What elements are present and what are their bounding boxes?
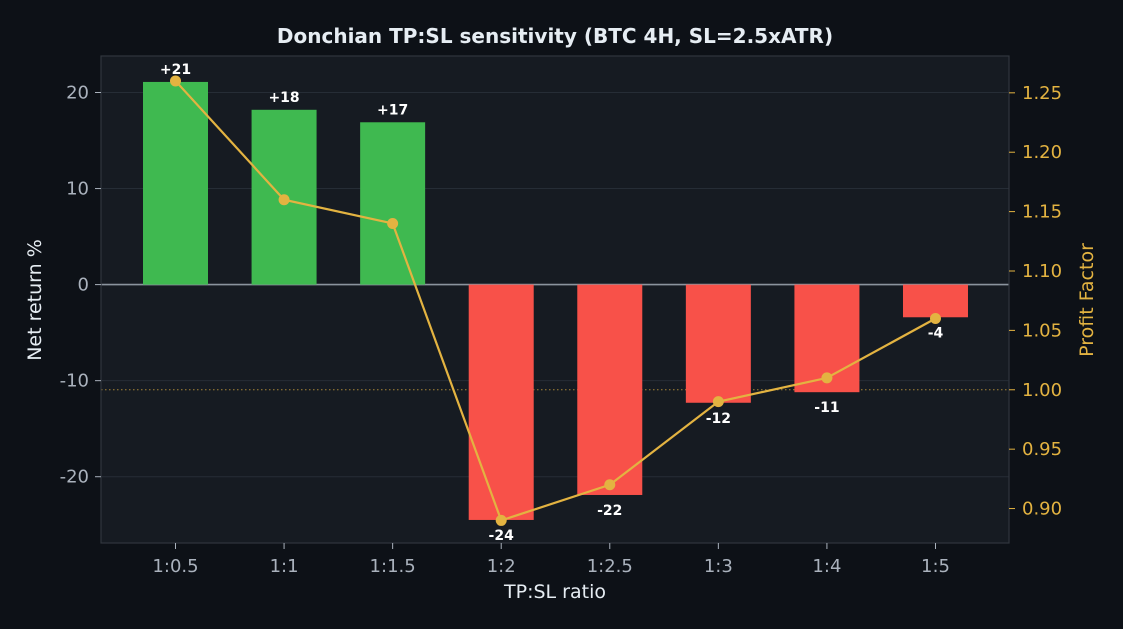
profit-factor-point-0	[170, 75, 181, 87]
left-tick-label-0: -20	[60, 467, 89, 488]
right-tick-label-2: 1.00	[1022, 380, 1062, 401]
bar-3	[468, 284, 534, 520]
bar-5	[685, 284, 751, 403]
x-tick-label-5: 1:3	[704, 556, 733, 577]
bar-label-3: -24	[489, 528, 515, 544]
right-tick-label-1: 0.95	[1022, 439, 1062, 460]
left-tick-label-3: 10	[66, 179, 89, 200]
right-tick-label-3: 1.05	[1022, 320, 1062, 341]
profit-factor-point-5	[712, 396, 724, 408]
bar-label-6: -11	[814, 400, 839, 416]
left-tick-label-4: 20	[66, 83, 89, 104]
bar-label-7: -4	[928, 325, 944, 341]
bar-label-4: -22	[597, 503, 622, 519]
y-axis-label: Net return %	[24, 239, 46, 361]
bar-2	[360, 122, 426, 285]
bar-4	[577, 284, 643, 495]
x-tick-label-3: 1:2	[487, 556, 516, 577]
left-tick-label-2: 0	[78, 275, 89, 296]
right-tick-label-5: 1.15	[1022, 202, 1062, 223]
profit-factor-point-7	[929, 313, 941, 325]
x-axis-label: TP:SL ratio	[503, 581, 606, 603]
bar-0	[143, 81, 208, 285]
profit-factor-point-3	[495, 514, 507, 526]
bar-7	[902, 284, 968, 318]
bar-label-5: -12	[706, 411, 731, 427]
profit-factor-point-1	[278, 194, 290, 206]
x-tick-label-0: 1:0.5	[152, 556, 198, 577]
profit-factor-line	[170, 75, 941, 526]
left-tick-label-1: -10	[60, 371, 89, 392]
right-tick-label-7: 1.25	[1022, 83, 1062, 104]
x-axis-ticks: 1:0.5 1:1 1:1.5 1:2 1:2.5 1:3 1:4 1:5	[152, 543, 950, 577]
profit-factor-point-6	[821, 372, 833, 384]
left-axis-ticks: -20 -10 0 10 20	[60, 83, 101, 488]
right-tick-label-0: 0.90	[1022, 499, 1062, 520]
x-tick-label-2: 1:1.5	[370, 556, 416, 577]
bar-value-labels: +21 +18 +17 -24 -22 -12 -11 -4	[160, 62, 944, 544]
plot-frame	[100, 55, 1010, 544]
chart-title: Donchian TP:SL sensitivity (BTC 4H, SL=2…	[277, 24, 833, 48]
right-tick-label-6: 1.20	[1022, 142, 1062, 163]
profit-factor-point-2	[387, 217, 399, 229]
bar-label-1: +18	[268, 90, 299, 106]
profit-factor-path	[174, 80, 937, 522]
x-tick-label-7: 1:5	[921, 556, 950, 577]
right-axis-ticks: 0.90 0.95 1.00 1.05 1.10 1.15 1.20 1.25	[1009, 83, 1062, 520]
y2-axis-label: Profit Factor	[1076, 243, 1098, 357]
bar-label-0: +21	[160, 62, 191, 78]
x-tick-label-6: 1:4	[812, 556, 841, 577]
x-tick-label-4: 1:2.5	[587, 556, 633, 577]
profit-factor-point-4	[604, 479, 616, 491]
right-tick-label-4: 1.10	[1022, 261, 1062, 282]
x-tick-label-1: 1:1	[270, 556, 299, 577]
bars	[143, 81, 968, 520]
bar-label-2: +17	[377, 102, 408, 118]
plot-area	[101, 56, 1009, 543]
